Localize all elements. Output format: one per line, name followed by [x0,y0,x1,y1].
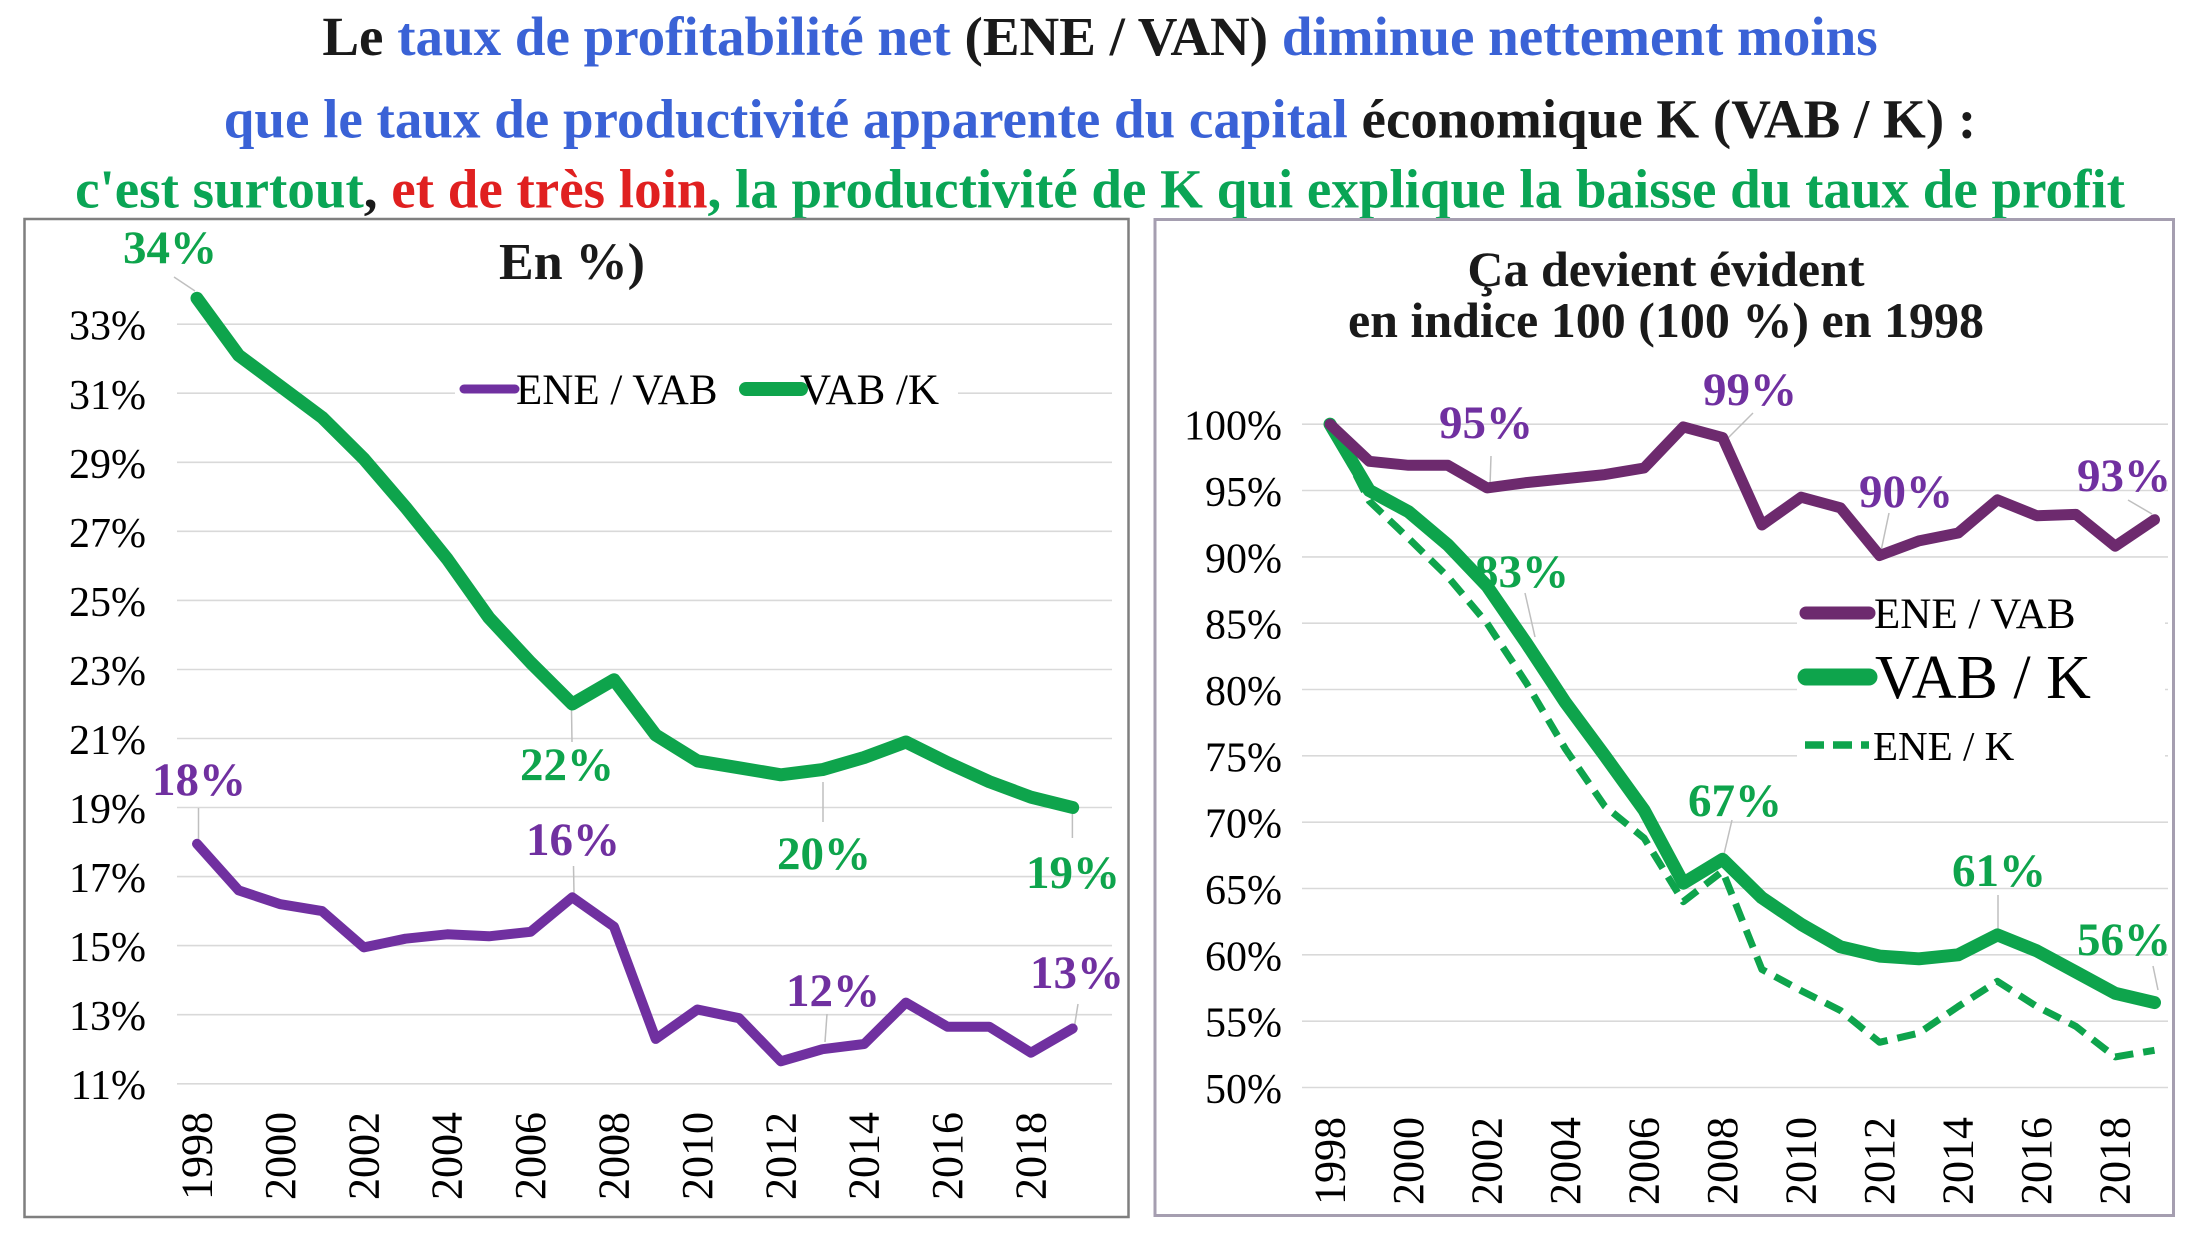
svg-text:17%: 17% [69,856,146,902]
svg-text:2018: 2018 [1007,1112,1056,1200]
svg-text:2000: 2000 [256,1112,305,1200]
svg-text:2002: 2002 [339,1112,388,1200]
svg-text:12%: 12% [786,965,880,1017]
svg-text:90%: 90% [1859,466,1953,518]
svg-text:2008: 2008 [1698,1117,1747,1205]
svg-text:21%: 21% [69,718,146,764]
svg-text:13%: 13% [69,994,146,1040]
svg-text:95%: 95% [1205,470,1282,516]
svg-text:93%: 93% [2077,450,2171,502]
svg-text:2010: 2010 [1777,1117,1826,1205]
svg-text:16%: 16% [526,814,620,866]
svg-text:23%: 23% [69,649,146,695]
svg-text:67%: 67% [1688,775,1782,827]
svg-text:19%: 19% [1026,847,1120,899]
svg-text:2016: 2016 [923,1112,972,1200]
svg-text:18%: 18% [152,754,246,806]
svg-text:2016: 2016 [2012,1117,2061,1205]
svg-text:13%: 13% [1030,947,1124,999]
svg-text:56%: 56% [2077,914,2171,966]
svg-text:27%: 27% [69,511,146,557]
svg-text:70%: 70% [1205,802,1282,848]
svg-text:2018: 2018 [2091,1117,2140,1205]
svg-text:25%: 25% [69,580,146,626]
svg-text:55%: 55% [1205,1001,1282,1047]
svg-text:2006: 2006 [506,1112,555,1200]
svg-text:ENE / K: ENE / K [1873,723,2015,769]
svg-text:33%: 33% [69,304,146,350]
svg-text:c'est surtout, et de très loin: c'est surtout, et de très loin, la produ… [75,159,2126,220]
svg-text:2014: 2014 [840,1112,889,1200]
svg-text:34%: 34% [123,222,217,274]
svg-text:Ça devient évident: Ça devient évident [1467,241,1865,297]
svg-text:que le taux de productivité ap: que le taux de productivité apparente du… [224,89,1976,150]
svg-text:VAB /K: VAB /K [800,367,939,414]
svg-text:60%: 60% [1205,934,1282,980]
svg-text:En %): En %) [499,234,645,291]
svg-text:2012: 2012 [756,1112,805,1200]
svg-text:65%: 65% [1205,868,1282,914]
svg-text:75%: 75% [1205,735,1282,781]
svg-text:2006: 2006 [1620,1117,1669,1205]
svg-text:85%: 85% [1205,603,1282,649]
svg-text:20%: 20% [777,828,871,880]
svg-text:80%: 80% [1205,669,1282,715]
svg-text:2004: 2004 [423,1112,472,1200]
svg-text:90%: 90% [1205,536,1282,582]
svg-text:83%: 83% [1475,546,1569,598]
svg-text:15%: 15% [69,925,146,971]
svg-text:2014: 2014 [1934,1117,1983,1205]
svg-text:100%: 100% [1184,404,1282,450]
svg-text:ENE / VAB: ENE / VAB [1874,591,2076,638]
svg-text:22%: 22% [520,739,614,791]
svg-text:2012: 2012 [1855,1117,1904,1205]
svg-text:2002: 2002 [1463,1117,1512,1205]
svg-text:1998: 1998 [173,1112,222,1200]
svg-text:19%: 19% [69,787,146,833]
svg-text:50%: 50% [1205,1067,1282,1113]
svg-text:61%: 61% [1952,845,2046,897]
svg-text:Le taux de profitabilité net (: Le taux de profitabilité net (ENE / VAN)… [322,6,1877,67]
svg-text:2008: 2008 [590,1112,639,1200]
svg-text:95%: 95% [1439,397,1533,449]
svg-text:29%: 29% [69,442,146,488]
svg-text:en indice 100 (100 %) en 1998: en indice 100 (100 %) en 1998 [1348,292,1984,348]
svg-text:1998: 1998 [1306,1117,1355,1205]
svg-text:ENE / VAB: ENE / VAB [516,367,718,414]
svg-text:11%: 11% [71,1063,146,1109]
svg-text:99%: 99% [1703,364,1797,416]
svg-text:VAB / K: VAB / K [1875,644,2091,712]
svg-text:2004: 2004 [1541,1117,1590,1205]
svg-text:31%: 31% [69,373,146,419]
svg-text:2000: 2000 [1384,1117,1433,1205]
svg-text:2010: 2010 [673,1112,722,1200]
